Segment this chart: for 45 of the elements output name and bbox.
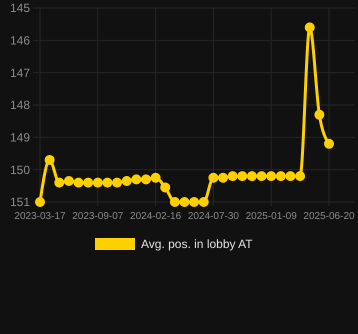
x-tick-label: 2024-02-16 [130,211,182,222]
y-tick-label: 146 [10,34,30,48]
point [140,174,151,184]
point [208,172,218,183]
point [170,197,180,207]
point [180,197,190,207]
point [54,178,64,188]
y-tick-label: 148 [10,98,30,112]
x-tick-label: 2025-01-09 [246,211,298,222]
point [112,178,122,188]
y-tick-label: 149 [10,130,30,145]
x-tick-label: 2023-09-07 [72,211,124,222]
point [218,172,228,183]
y-tick-label: 147 [10,66,30,80]
x-tick-label: 2025-06-20 [303,211,356,222]
point [189,197,200,207]
point [285,171,296,182]
x-tick-label: 2024-07-30 [188,211,240,222]
x-tick-label: 2023-03-17 [14,211,66,222]
point [198,197,209,207]
point [295,171,306,182]
point [44,154,55,165]
point [256,171,267,182]
point [324,138,334,149]
point [160,182,170,192]
point [64,176,74,186]
point [150,172,161,183]
point [131,174,142,184]
y-tick-label: 145 [10,1,30,16]
legend-label: Avg. pos. in lobby AT [141,237,254,252]
point [228,171,238,182]
point [266,171,276,182]
point [35,197,45,207]
point [246,171,257,182]
point [122,176,132,186]
y-tick-label: 151 [10,195,30,210]
point [237,171,248,182]
y-tick-label: 150 [10,162,30,177]
point [92,178,103,188]
point [276,171,286,182]
point [314,110,324,120]
point [74,178,84,188]
point [83,178,94,188]
point [304,22,315,32]
point [102,178,112,188]
